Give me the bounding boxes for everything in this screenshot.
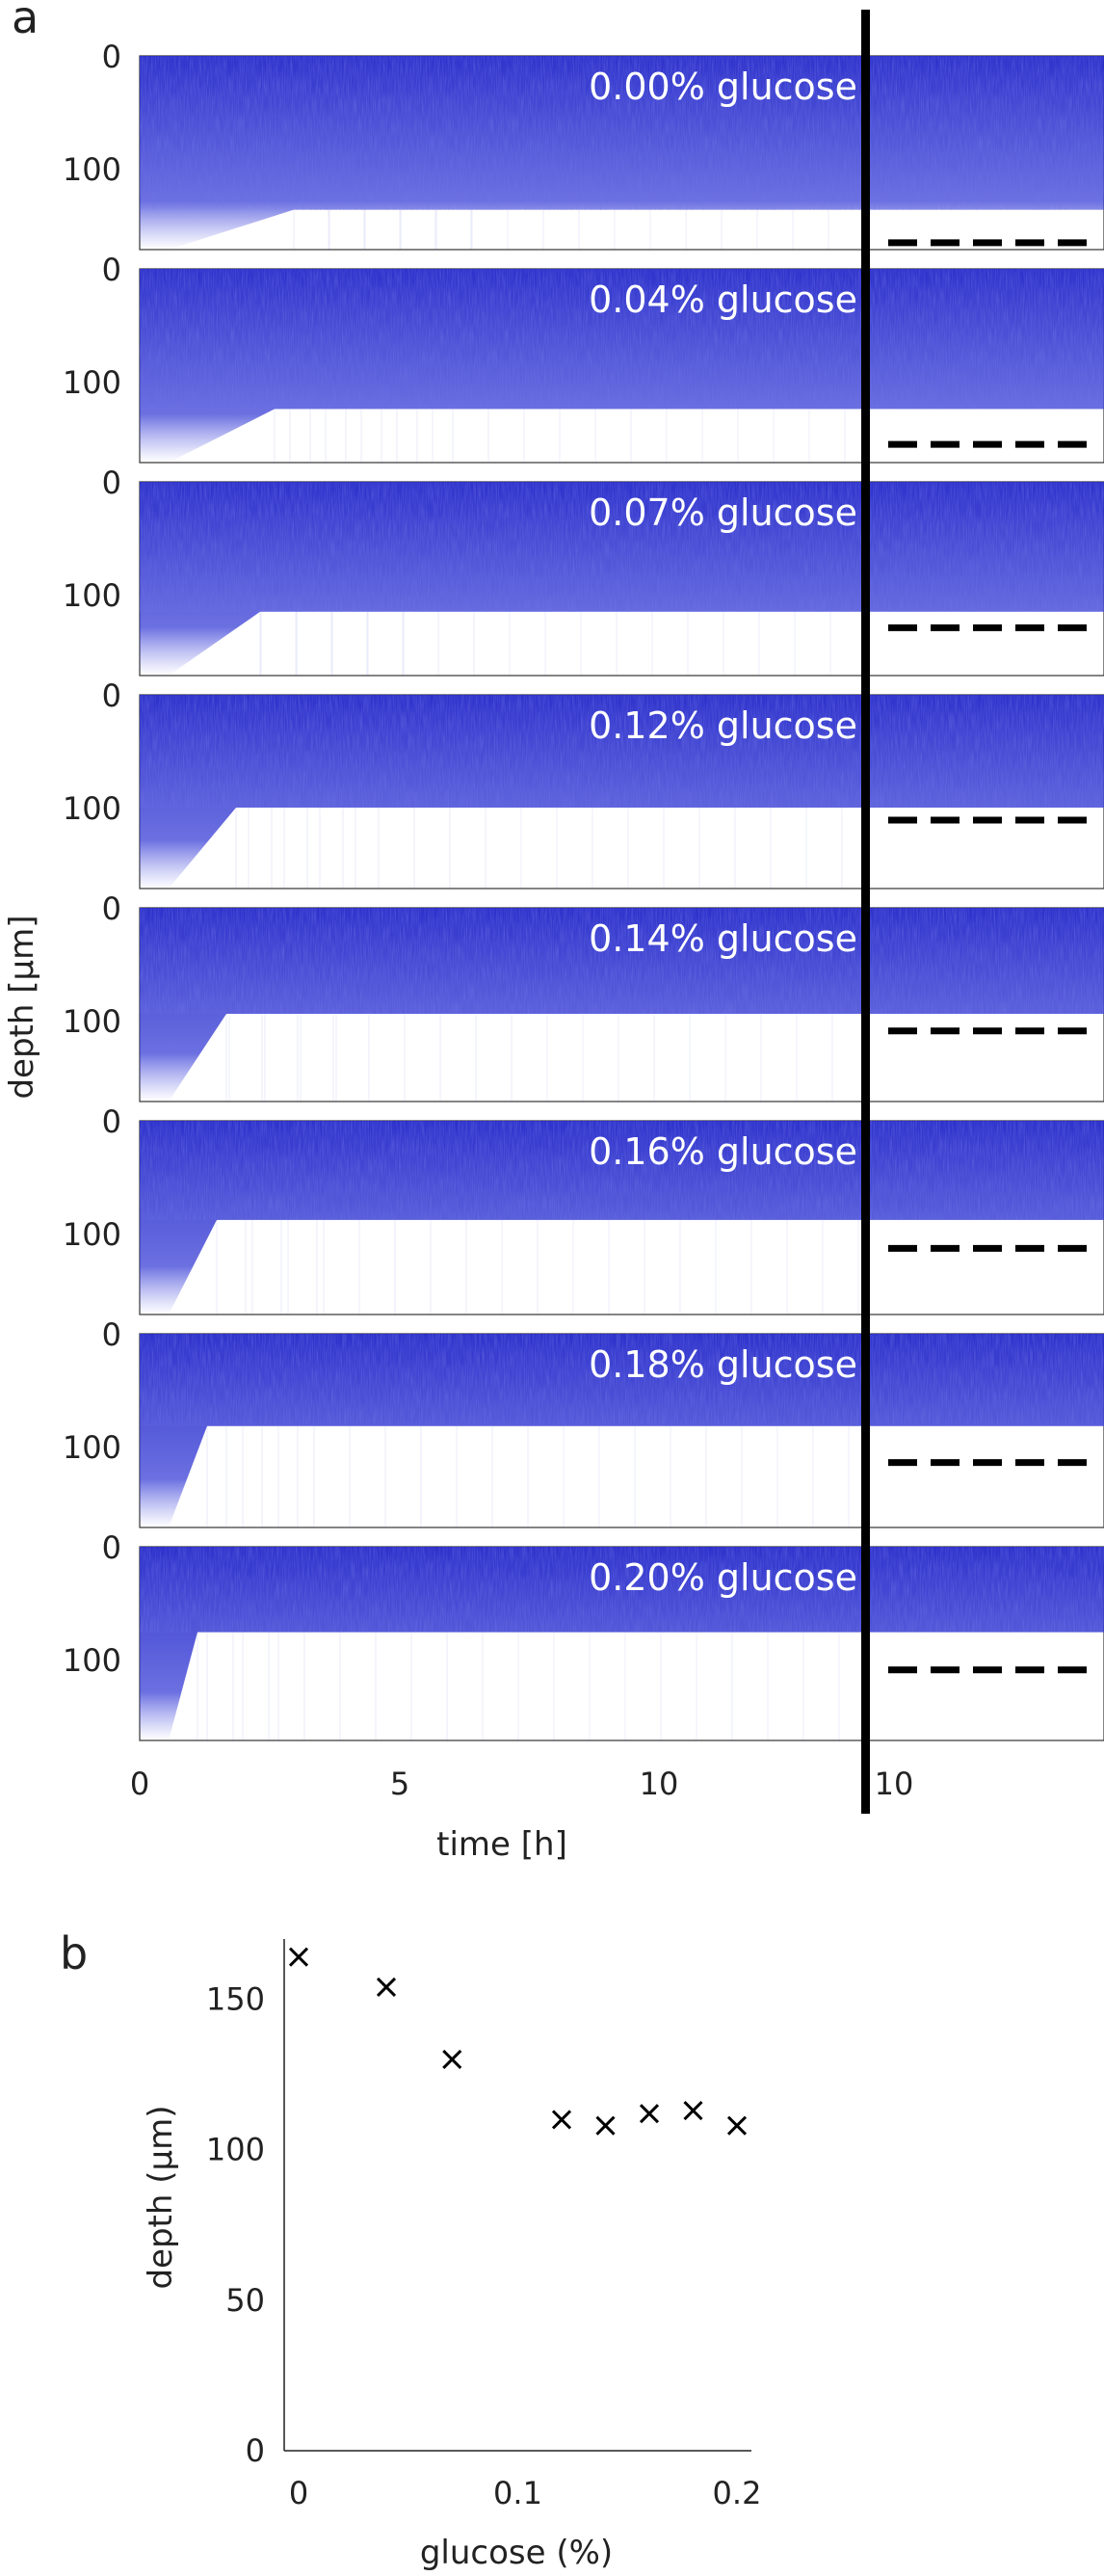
data-point xyxy=(683,2100,703,2121)
y-tick-100: 100 xyxy=(63,364,121,401)
biofilm-texture xyxy=(140,908,1104,1014)
data-point xyxy=(288,1947,309,1967)
data-point xyxy=(639,2104,660,2124)
panel-a-ylabel: depth [µm] xyxy=(3,915,41,1099)
y-tick-label: 100 xyxy=(206,2132,265,2168)
y-tick-label: 150 xyxy=(206,1980,265,2017)
biofilm-texture xyxy=(140,1547,1104,1633)
panel-b-xlabel: glucose (%) xyxy=(420,2534,613,2572)
y-tick-label: 0 xyxy=(246,2432,265,2469)
y-tick-0: 0 xyxy=(102,677,121,714)
panel-b-points xyxy=(288,1947,748,2136)
biofilm-texture xyxy=(140,1334,1104,1426)
row-label: 0.14% glucose xyxy=(589,917,857,960)
x-tick-5: 5 xyxy=(390,1766,409,1802)
row-label: 0.04% glucose xyxy=(589,279,857,321)
y-tick-100: 100 xyxy=(63,1429,121,1466)
kymograph-row: 0.07% glucose 0 100 xyxy=(63,465,1104,677)
y-tick-label: 50 xyxy=(225,2282,265,2319)
kymograph-row: 0.12% glucose 0 100 xyxy=(63,677,1104,890)
y-tick-100: 100 xyxy=(63,1216,121,1253)
panel-b-x-ticks: 0 0.1 0.2 xyxy=(289,2475,762,2511)
panel-b-y-ticks: 0 50 100 150 xyxy=(206,1980,265,2469)
x-tick-label: 0.2 xyxy=(713,2475,762,2511)
kymograph-row: 0.00% glucose 0 100 xyxy=(63,39,1104,251)
kymograph-row: 0.14% glucose 0 100 xyxy=(63,890,1104,1102)
row-label: 0.20% glucose xyxy=(589,1556,857,1599)
y-tick-0: 0 xyxy=(102,1316,121,1353)
y-tick-0: 0 xyxy=(102,1103,121,1140)
y-tick-0: 0 xyxy=(102,1529,121,1566)
y-tick-100: 100 xyxy=(63,1003,121,1040)
row-label: 0.00% glucose xyxy=(589,66,857,108)
panel-b-scatter: 0 50 100 150 0 0.1 0.2 depth (µm) glucose (%) xyxy=(142,1939,761,2572)
x-tick-label: 0 xyxy=(289,2475,308,2511)
data-point xyxy=(376,1977,397,1998)
x-tick-10: 10 xyxy=(640,1766,679,1802)
y-tick-0: 0 xyxy=(102,890,121,927)
panel-b-ylabel: depth (µm) xyxy=(142,2105,180,2289)
panel-label-b: b xyxy=(60,1927,88,1979)
y-tick-0: 0 xyxy=(102,39,121,75)
row-label: 0.16% glucose xyxy=(589,1130,857,1173)
y-tick-100: 100 xyxy=(63,151,121,188)
row-label: 0.12% glucose xyxy=(589,704,857,747)
y-tick-100: 100 xyxy=(63,790,121,827)
kymograph-row: 0.16% glucose 0 100 xyxy=(63,1103,1104,1315)
kymograph-row: 0.20% glucose 0 100 xyxy=(63,1529,1104,1741)
data-point xyxy=(551,2110,572,2130)
biofilm-texture xyxy=(140,482,1104,612)
y-tick-100: 100 xyxy=(63,1642,121,1679)
x-tick-label: 0.1 xyxy=(493,2475,542,2511)
panel-a-xlabel: time [h] xyxy=(436,1825,567,1864)
biofilm-texture xyxy=(140,56,1104,210)
data-point xyxy=(442,2049,462,2070)
biofilm-texture xyxy=(140,1121,1104,1220)
panel-a-x-ticks: 0 5 10 10 xyxy=(130,1766,914,1802)
data-point xyxy=(595,2115,616,2136)
x-tick-10-right: 10 xyxy=(875,1766,914,1802)
row-label: 0.07% glucose xyxy=(589,491,857,534)
time-break-bar xyxy=(861,10,870,1814)
x-tick-0: 0 xyxy=(130,1766,149,1802)
kymograph-row: 0.04% glucose 0 100 xyxy=(63,252,1104,464)
kymograph-row: 0.18% glucose 0 100 xyxy=(63,1316,1104,1528)
data-point xyxy=(726,2115,748,2136)
biofilm-texture xyxy=(140,269,1104,410)
biofilm-texture xyxy=(140,695,1104,809)
y-tick-0: 0 xyxy=(102,252,121,288)
panel-label-a: a xyxy=(12,0,39,43)
row-label: 0.18% glucose xyxy=(589,1343,857,1386)
y-tick-0: 0 xyxy=(102,465,121,501)
y-tick-100: 100 xyxy=(63,577,121,614)
